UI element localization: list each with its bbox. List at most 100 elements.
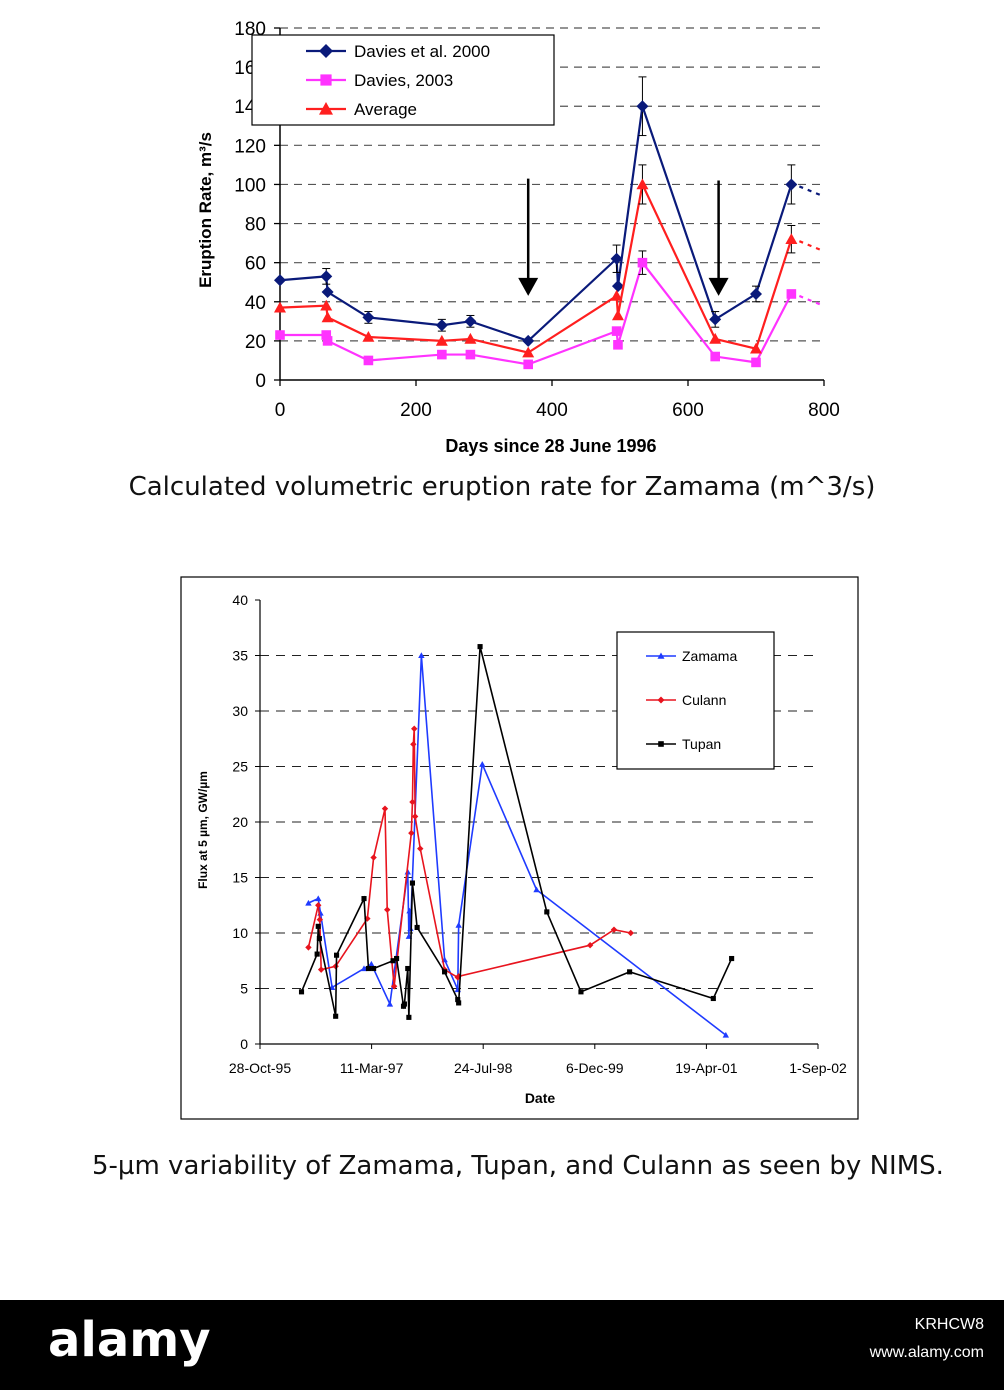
chart1-series-continuation [798,294,825,307]
chart2-data-point [315,923,321,929]
chart1-legend-label: Davies, 2003 [354,71,453,90]
chart2-data-point [710,995,716,1002]
chart1-series [274,76,825,370]
chart1-data-point [610,289,623,301]
chart1-data-point [522,346,535,358]
chart2-data-point [407,925,414,932]
chart2-legend-marker [657,696,665,704]
chart1-data-point [636,100,649,113]
chart2-legend-marker [658,741,664,747]
chart1-y-tick-label: 80 [245,215,266,236]
chart2-data-point [315,895,322,902]
chart2-y-tick-label: 30 [232,703,248,719]
chart2-y-tick-label: 20 [232,814,248,830]
chart2-data-point [371,965,377,972]
chart2-x-tick-label: 11-Mar-97 [340,1060,404,1076]
chart1-series-continuation [798,185,825,198]
chart2-data-point [578,989,584,995]
chart2-data-point [408,829,415,837]
chart2-y-tick-label: 40 [232,592,248,608]
chart2-data-point [406,1014,412,1020]
chart2-series-line [308,655,727,1036]
chart1-data-point [321,330,332,340]
chart1-data-point [785,178,798,191]
chart2-data-point [414,924,420,931]
chart1-data-point [435,319,448,332]
chart1-data-point [611,280,624,293]
chart2-data-point [722,1031,730,1038]
chart2-data-point [298,989,305,995]
chart1-series-1 [275,250,825,370]
chart1-caption: Calculated volumetric eruption rate for … [128,472,876,502]
image-code: KRHCW8 [914,1316,984,1333]
chart1-x-tick-label: 200 [400,400,432,421]
chart2-data-point [305,899,312,906]
chart1-x-tick-label: 0 [275,400,286,421]
chart2-y-tick-label: 5 [240,981,248,997]
chart1-arrow-head [518,277,539,296]
chart1-data-point [785,233,798,244]
chart2-y-axis-label: Flux at 5 µm, GW/µm [196,771,210,889]
chart2-data-point [315,902,322,909]
chart1-data-point [321,311,334,323]
chart2-data-point [544,909,550,915]
chart1-data-point [610,252,623,265]
chart1-y-tick-label: 40 [245,293,266,314]
chart1-data-point [464,332,477,344]
chart2-data-point [533,886,540,893]
chart1-data-point [465,349,476,360]
chart2-series-line [300,646,733,1018]
chart1-legend-box [251,34,555,126]
chart2-data-point [479,761,486,767]
chart2-data-point [455,922,462,928]
chart1-data-point [750,342,762,354]
chart2-data-point [333,1013,339,1019]
chart1-data-point [611,309,624,321]
chart2-data-point [729,955,735,962]
chart1-data-point [464,315,477,328]
chart1-data-point [322,336,333,346]
chart1-legend-label: Average [354,100,417,119]
chart1-x-tick-label: 400 [536,400,568,421]
chart1-data-point [637,257,648,268]
chart1-data-point [321,286,334,298]
chart2-data-point [360,965,368,972]
chart2-data-point [411,725,418,732]
chart1-series-continuation [798,240,825,253]
chart1-data-point [362,311,375,324]
chart1-y-tick-label: 120 [234,136,266,157]
chart1-data-point [751,357,761,368]
chart1-data-point [435,334,448,346]
chart2-data-point [370,854,377,861]
chart2-data-point [361,896,367,902]
chart2-data-point [418,652,425,659]
chart2-legend-box [616,631,775,770]
chart1-data-point [320,270,333,283]
chart1-data-point [522,334,535,347]
chart1-data-point [611,326,622,336]
chart1-data-point [320,299,333,311]
chart2-data-point [477,644,483,650]
chart2-data-point [627,969,633,975]
chart2-series-2 [298,644,735,1020]
flux-variability-chart: 0 5 10 15 20 25 30 35 40 28-Oct-95 11-Mar-97 24-Jul… [180,576,859,1120]
chart2-legend-marker [657,652,665,659]
chart2-y-tick-label: 35 [232,648,248,664]
chart2-legend: Zamama Culann Tupan [616,631,775,770]
chart1-legend-marker [320,74,332,86]
chart1-arrow-head [708,277,729,296]
chart2-data-point [314,951,320,957]
chart2-x-tick-label: 19-Apr-01 [675,1060,737,1076]
chart2-data-point [316,935,322,942]
chart2-tick-labels: 0 5 10 15 20 25 30 35 40 28-Oct-95 11-Mar-97 24-Jul… [229,592,847,1076]
chart2-data-point [365,965,372,972]
chart2-y-tick-label: 15 [232,870,248,886]
site-url: www.alamy.com [869,1344,984,1361]
chart2-data-point [368,960,375,967]
alamy-logo: alamy [48,1312,211,1368]
chart1-y-tick-label: 0 [255,371,266,392]
chart1-x-tick-label: 800 [808,400,840,421]
chart2-data-point [401,1001,407,1007]
chart1-x-tick-label: 600 [672,400,704,421]
chart1-series-2 [274,164,825,358]
